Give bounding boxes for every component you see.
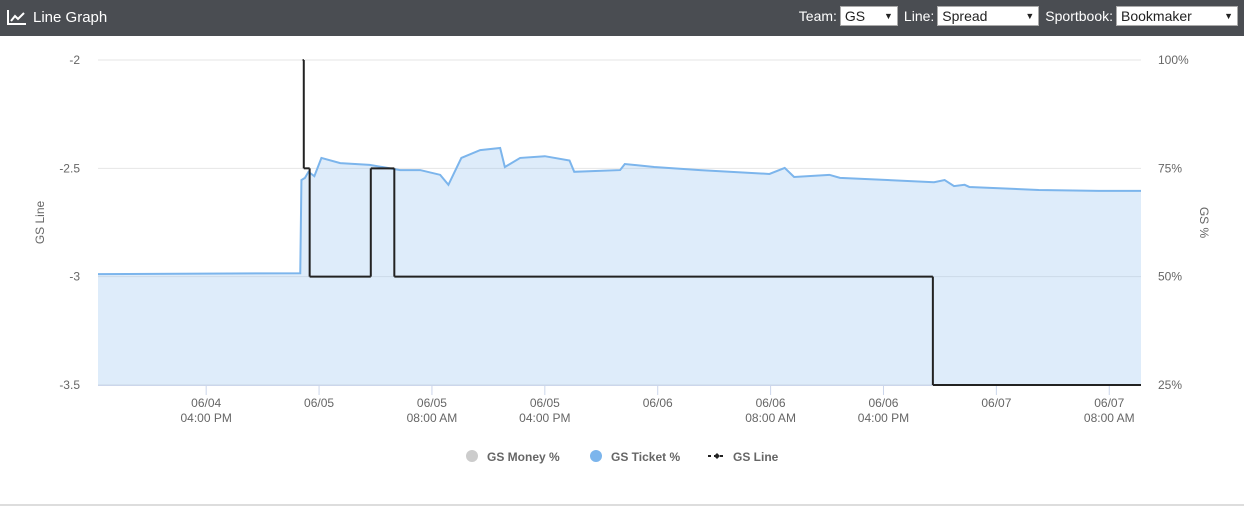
select[interactable]: Bookmaker ▼ — [1116, 6, 1238, 26]
y2-tick-label: 75% — [1158, 161, 1182, 175]
x-tick-label: 06/05 — [417, 396, 447, 410]
legend-symbol — [466, 450, 478, 462]
x-tick-label: 08:00 AM — [407, 411, 458, 425]
control-label: Team: — [798, 8, 837, 24]
legend-symbol — [590, 450, 602, 462]
control-label: Line: — [903, 8, 935, 24]
y2-tick-label: 100% — [1158, 53, 1189, 67]
x-tick-label: 06/05 — [530, 396, 560, 410]
x-tick-label: 04:00 PM — [519, 411, 570, 425]
controls: Team: GS ▼ Line: Spread ▼ Sportbook: Bookmaker ▼ — [793, 6, 1238, 26]
x-tick-label: 06/04 — [191, 396, 221, 410]
legend-label: GS Money % — [487, 450, 560, 464]
dropdown-arrow: ▼ — [1025, 11, 1035, 21]
x-tick-label: 06/06 — [868, 396, 898, 410]
y2-axis-title: GS % — [1197, 207, 1211, 239]
x-tick-label: 06/05 — [304, 396, 334, 410]
x-tick-label: 06/06 — [756, 396, 786, 410]
x-tick-label: 06/07 — [981, 396, 1011, 410]
select[interactable]: Spread ▼ — [937, 6, 1040, 26]
chart-icon — [7, 10, 26, 25]
legend-label: GS Ticket % — [611, 450, 680, 464]
y-tick-label: -3.5 — [59, 378, 80, 392]
control-label: Sportbook: — [1045, 8, 1113, 24]
legend-label: GS Line — [733, 450, 779, 464]
x-tick-label: 08:00 AM — [1084, 411, 1135, 425]
y2-tick-label: 25% — [1158, 378, 1182, 392]
x-tick-label: 04:00 PM — [858, 411, 909, 425]
x-tick-label: 08:00 AM — [745, 411, 796, 425]
dropdown-arrow: ▼ — [1224, 11, 1233, 21]
x-tick-label: 06/06 — [643, 396, 673, 410]
y-tick-label: -2.5 — [59, 161, 80, 175]
line — [97, 146, 1141, 276]
y-tick-label: -2 — [69, 53, 80, 67]
x-tick-label: 04:00 PM — [180, 411, 231, 425]
y-tick-label: -3 — [69, 270, 80, 284]
divider — [0, 504, 1244, 506]
y-axis-title: GS Line — [33, 200, 47, 244]
header-title: Line Graph — [33, 9, 108, 26]
legend-symbol — [714, 453, 720, 459]
y2-tick-label: 50% — [1158, 270, 1182, 284]
dropdown-arrow: ▼ — [884, 11, 893, 21]
select[interactable]: GS ▼ — [839, 6, 898, 26]
select-value: Spread — [942, 8, 988, 24]
header: Line Graph Team: GS ▼ Line: Spread ▼ Sportbook… — [0, 0, 1244, 36]
select-value: Bookmaker — [1121, 8, 1192, 24]
area — [98, 147, 1141, 385]
x-tick-label: 06/07 — [1094, 396, 1124, 410]
select-value: GS — [844, 8, 866, 24]
